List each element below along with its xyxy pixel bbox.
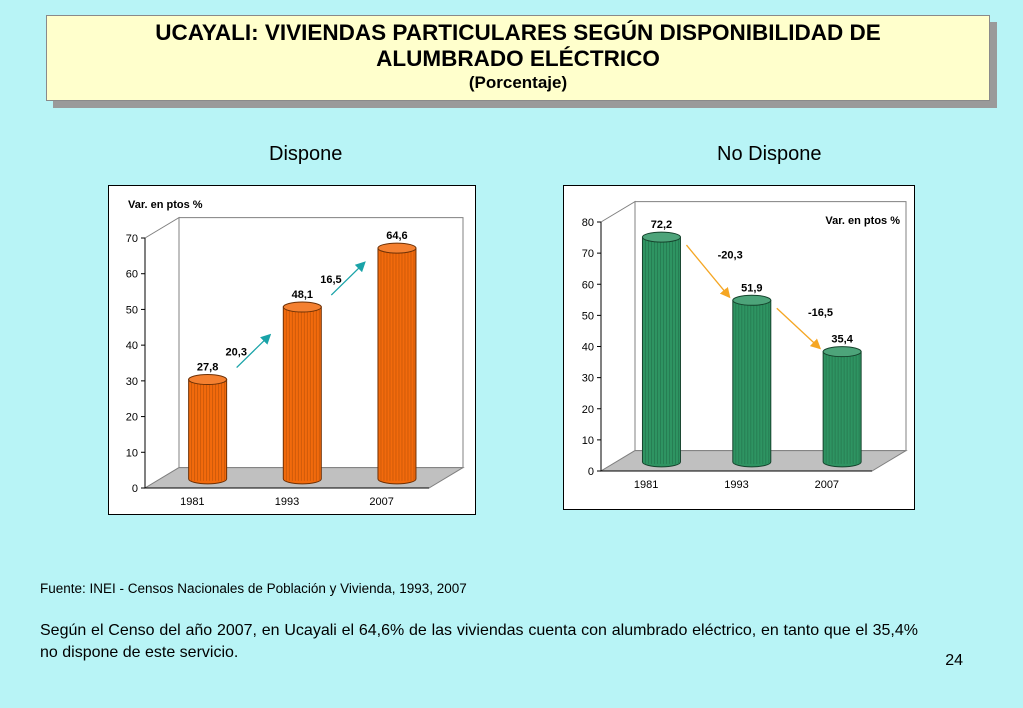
chart1-variation-arrow <box>776 307 822 350</box>
chart0-y-tick-label: 0 <box>132 483 138 495</box>
chart0-y-tick-label: 70 <box>126 233 138 245</box>
chart1-y-tick-label: 50 <box>582 310 594 322</box>
chart1-bar-1981 <box>641 231 681 468</box>
chart0-y-tick-label: 30 <box>126 376 138 388</box>
chart1-value-label: 72,2 <box>651 219 672 231</box>
chart1-y-tick-label: 80 <box>582 217 594 229</box>
chart1-y-tick-label: 70 <box>582 248 594 260</box>
chart1-y-tick-label: 10 <box>582 435 594 447</box>
source-text: Fuente: INEI - Censos Nacionales de Pobl… <box>40 581 467 596</box>
chart1-y-tick-label: 30 <box>582 373 594 385</box>
chart0-y-tick-label: 50 <box>126 304 138 316</box>
chart0-bar-1993 <box>282 301 322 485</box>
page-number: 24 <box>945 652 963 669</box>
chart0-bar-cap <box>282 301 322 313</box>
chart0-variation-title: Var. en ptos % <box>128 199 203 211</box>
title-subtitle: (Porcentaje) <box>468 73 568 92</box>
chart1-x-tick-label: 2007 <box>815 479 839 491</box>
chart1-variation-label: -20,3 <box>718 250 743 262</box>
chart-heading-dispone: Dispone <box>269 143 343 165</box>
title-line-2: ALUMBRADO ELÉCTRICO <box>376 46 660 71</box>
note-text: Según el Censo del año 2007, en Ucayali … <box>40 622 918 661</box>
chart1-variation-arrow <box>685 244 731 299</box>
chart0-y-tick-label: 20 <box>126 412 138 424</box>
chart0-variation-label: 16,5 <box>320 274 341 286</box>
chart0-bar-1981 <box>188 374 228 485</box>
chart0-x-tick-label: 1993 <box>275 496 299 508</box>
title-box: UCAYALI: VIVIENDAS PARTICULARES SEGÚN DI… <box>46 15 990 101</box>
chart1-variation-label: -16,5 <box>808 307 833 319</box>
chart0-variation-label: 20,3 <box>226 347 247 359</box>
chart0-bar-cap <box>377 242 417 254</box>
chart1-y-tick-label: 0 <box>588 466 594 478</box>
chart0-bar-body <box>282 306 322 485</box>
chart1-x-tick-label: 1993 <box>724 479 748 491</box>
chart0-bar-body <box>188 379 228 485</box>
chart0-value-label: 27,8 <box>197 362 218 374</box>
chart0-side-wall <box>144 216 180 489</box>
chart0-value-label: 64,6 <box>386 230 407 242</box>
chart1-bar-1993 <box>732 294 772 468</box>
chart0-variation-arrow <box>236 333 272 368</box>
chart1-y-tick-label: 60 <box>582 279 594 291</box>
chart1-y-tick-label: 40 <box>582 342 594 354</box>
chart0-y-tick-label: 40 <box>126 340 138 352</box>
chart0-x-tick-label: 1981 <box>180 496 204 508</box>
chart1-variation-title: Var. en ptos % <box>825 215 900 227</box>
chart1-bar-2007 <box>822 346 862 468</box>
chart1-bar-cap <box>822 346 862 358</box>
chart0-bar-body <box>377 247 417 485</box>
chart-dispone: 0 10 20 30 40 50 60 70 27,8 1981 48,1 1993 64,6 2007 2… <box>108 185 476 515</box>
chart1-bar-body <box>732 299 772 468</box>
chart1-side-wall <box>600 200 636 472</box>
chart0-x-tick-label: 2007 <box>369 496 393 508</box>
chart0-y-tick-label: 60 <box>126 269 138 281</box>
chart1-x-tick-label: 1981 <box>634 479 658 491</box>
chart-dispone-svg: 0 10 20 30 40 50 60 70 27,8 1981 48,1 1993 64,6 2007 2… <box>126 199 465 508</box>
chart1-bar-body <box>822 351 862 468</box>
chart1-value-label: 51,9 <box>741 282 762 294</box>
chart1-value-label: 35,4 <box>831 334 853 346</box>
chart1-bar-body <box>641 236 681 468</box>
chart-no-dispone: 0 10 20 30 40 50 60 70 80 72,2 1981 51,9 1993 35,4 200… <box>563 185 915 510</box>
chart1-bar-cap <box>732 294 772 306</box>
chart0-y-tick-label: 10 <box>126 447 138 459</box>
chart-heading-no-dispone: No Dispone <box>717 143 822 165</box>
chart1-bar-cap <box>641 231 681 243</box>
chart0-value-label: 48,1 <box>292 289 313 301</box>
chart0-variation-arrow <box>330 261 366 296</box>
title-line-1: UCAYALI: VIVIENDAS PARTICULARES SEGÚN DI… <box>155 20 881 45</box>
chart0-bar-2007 <box>377 242 417 485</box>
chart-no-dispone-svg: 0 10 20 30 40 50 60 70 80 72,2 1981 51,9 1993 35,4 200… <box>582 200 908 491</box>
chart0-bar-cap <box>188 374 228 386</box>
chart1-y-tick-label: 20 <box>582 404 594 416</box>
